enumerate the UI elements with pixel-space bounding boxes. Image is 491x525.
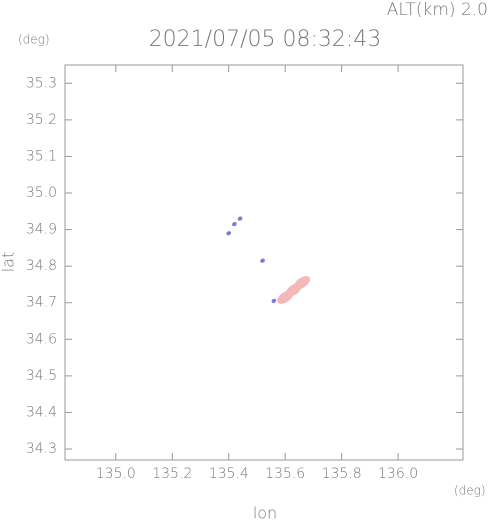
plot-frame xyxy=(64,64,464,461)
y-tick-label: 34.5 xyxy=(26,368,57,384)
y-tick-label: 34.8 xyxy=(26,258,57,274)
y-tick-label: 34.7 xyxy=(26,295,57,311)
x-axis-label: lon xyxy=(253,504,277,522)
echo xyxy=(226,231,232,236)
echo xyxy=(260,258,265,263)
echo xyxy=(271,298,277,304)
y-tick-label: 35.3 xyxy=(26,75,57,91)
echo xyxy=(232,221,237,227)
y-tick-label: 35.0 xyxy=(26,185,57,201)
altitude-label: ALT(km) 2.0 xyxy=(387,0,488,20)
x-tick-label: 135.8 xyxy=(322,466,362,482)
y-tick-label: 35.2 xyxy=(26,112,57,128)
y-tick-label: 34.6 xyxy=(26,331,57,347)
x-tick-label: 135.6 xyxy=(265,466,305,482)
x-tick-label: 136.0 xyxy=(378,466,418,482)
echo xyxy=(294,276,311,290)
y-tick-label: 35.1 xyxy=(26,148,57,164)
x-tick-label: 135.0 xyxy=(96,466,136,482)
chart-title: 2021/07/05 08:32:43 xyxy=(149,27,382,52)
y-tick-label: 34.4 xyxy=(26,404,57,420)
y-tick-label: 34.3 xyxy=(26,441,57,457)
x-tick-label: 135.2 xyxy=(152,466,192,482)
y-unit: (deg) xyxy=(18,33,50,47)
x-tick-label: 135.4 xyxy=(209,466,249,482)
echo xyxy=(237,216,243,221)
y-axis-label: lat xyxy=(0,252,18,273)
x-unit: (deg) xyxy=(454,484,486,498)
y-tick-label: 34.9 xyxy=(26,222,57,238)
